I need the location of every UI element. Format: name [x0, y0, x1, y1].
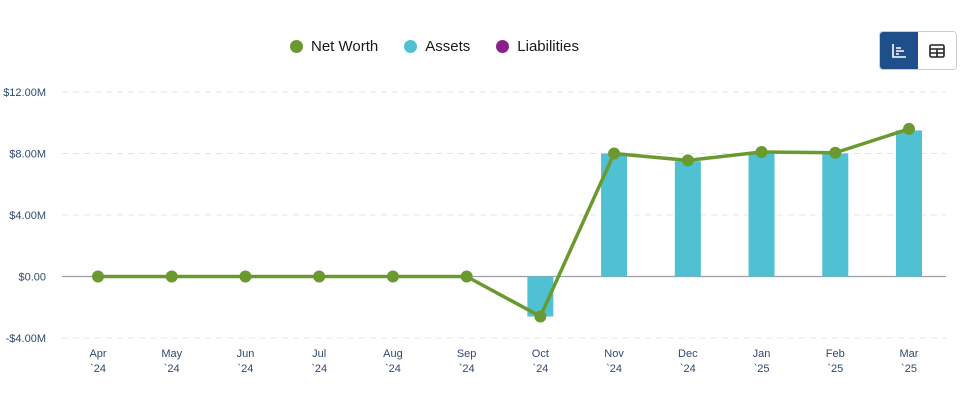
x-tick-label-year: `24 [90, 363, 106, 375]
x-tick-label-year: `24 [459, 363, 475, 375]
chart-legend: Net Worth Assets Liabilities [290, 38, 579, 55]
x-tick-label-year: `24 [532, 363, 548, 375]
x-tick-label-month: Mar [900, 348, 919, 360]
table-view-button[interactable] [918, 32, 956, 69]
x-tick-label-month: May [161, 348, 182, 360]
bar-assets[interactable] [822, 153, 849, 277]
legend-label-liabilities: Liabilities [517, 38, 579, 55]
line-net-worth [98, 127, 910, 319]
x-tick-label-year: `25 [827, 363, 843, 375]
bar-chart-icon [892, 43, 906, 58]
x-tick-label-month: Aug [383, 348, 403, 360]
point-net-worth[interactable] [239, 270, 252, 283]
x-tick-label-month: Jun [237, 348, 255, 360]
point-net-worth[interactable] [681, 154, 694, 167]
x-tick-label-year: `24 [606, 363, 622, 375]
table-icon [929, 43, 945, 58]
point-net-worth[interactable] [313, 270, 326, 283]
legend-item-liabilities[interactable]: Liabilities [496, 38, 579, 55]
point-net-worth[interactable] [534, 310, 547, 323]
view-toggle [879, 31, 957, 70]
point-net-worth[interactable] [829, 146, 842, 159]
x-tick-label-month: Jan [753, 348, 771, 360]
legend-item-assets[interactable]: Assets [404, 38, 470, 55]
point-net-worth[interactable] [755, 145, 768, 158]
x-tick-label-month: Jul [312, 348, 326, 360]
bar-assets[interactable] [748, 153, 775, 277]
x-tick-label-year: `24 [311, 363, 327, 375]
point-net-worth[interactable] [608, 147, 621, 160]
point-net-worth[interactable] [903, 122, 915, 135]
x-tick-label-year: `24 [680, 363, 696, 375]
legend-swatch-assets [404, 40, 418, 53]
x-tick-label-month: Dec [678, 348, 698, 360]
point-net-worth[interactable] [386, 270, 399, 283]
legend-swatch-liabilities [496, 40, 510, 53]
legend-item-net-worth[interactable]: Net Worth [290, 38, 378, 55]
bar-assets[interactable] [896, 130, 922, 277]
x-tick-label-year: `24 [164, 363, 180, 375]
x-tick-label-month: Sep [457, 348, 477, 360]
x-tick-label-month: Feb [826, 348, 845, 360]
x-tick-label-year: `24 [385, 363, 401, 375]
chart-view-button[interactable] [880, 32, 918, 69]
x-tick-label-year: `25 [901, 363, 917, 375]
legend-swatch-net-worth [290, 40, 303, 53]
legend-label-assets: Assets [425, 38, 471, 55]
x-tick-label-month: Apr [89, 348, 106, 360]
y-tick-label: $0.00 [18, 272, 46, 284]
x-tick-label-month: Oct [532, 348, 549, 360]
x-tick-label-year: `25 [754, 363, 770, 375]
y-tick-label: $8.00M [9, 149, 46, 161]
point-net-worth[interactable] [165, 270, 178, 283]
y-tick-label: -$4.00M [6, 333, 46, 345]
bar-assets[interactable] [674, 161, 701, 277]
x-tick-label-month: Nov [604, 348, 624, 360]
y-tick-label: $4.00M [9, 210, 46, 222]
y-tick-label: $12.00M [3, 87, 46, 99]
legend-label-net-worth: Net Worth [311, 38, 379, 55]
point-net-worth[interactable] [460, 270, 473, 283]
point-net-worth[interactable] [92, 270, 104, 283]
x-tick-label-year: `24 [238, 363, 254, 375]
